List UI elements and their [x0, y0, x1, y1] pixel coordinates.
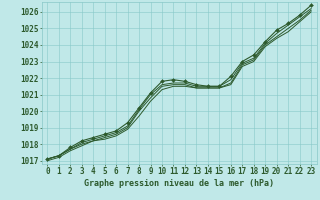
X-axis label: Graphe pression niveau de la mer (hPa): Graphe pression niveau de la mer (hPa) [84, 179, 274, 188]
